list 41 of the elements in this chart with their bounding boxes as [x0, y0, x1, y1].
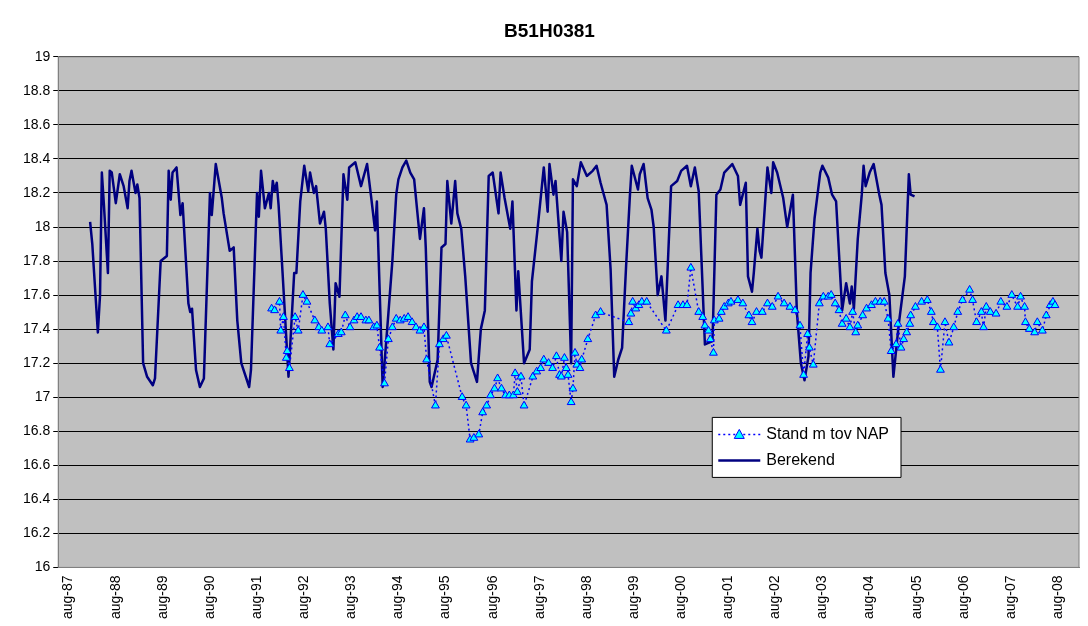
legend-label: Berekend: [766, 450, 835, 468]
chart-title: B51H0381: [504, 19, 596, 41]
x-tick-label: aug-03: [813, 575, 830, 619]
y-tick-label: 17.2: [23, 354, 51, 371]
x-tick-label: aug-04: [860, 575, 877, 619]
x-tick-label: aug-05: [907, 575, 924, 619]
y-tick-label: 19: [34, 47, 51, 64]
x-tick-label: aug-88: [106, 575, 123, 619]
y-tick-label: 16.8: [23, 422, 51, 439]
y-tick-label: 18.2: [23, 183, 51, 200]
y-tick-label: 17.4: [23, 319, 51, 336]
x-tick-label: aug-96: [483, 575, 500, 619]
x-tick-label: aug-90: [200, 575, 217, 619]
x-tick-label: aug-98: [577, 575, 594, 619]
x-tick-label: aug-07: [1001, 575, 1018, 619]
y-tick-label: 16.2: [23, 524, 51, 541]
y-tick-label: 16.6: [23, 456, 51, 473]
y-tick-label: 16: [34, 558, 51, 575]
y-tick-label: 18.4: [23, 149, 51, 166]
y-tick-label: 16.4: [23, 490, 51, 507]
y-tick-label: 17.6: [23, 285, 51, 302]
x-tick-label: aug-02: [766, 575, 783, 619]
x-tick-label: aug-01: [719, 575, 736, 619]
x-tick-label: aug-93: [342, 575, 359, 619]
x-tick-label: aug-89: [153, 575, 170, 619]
x-tick-label: aug-06: [954, 575, 971, 619]
x-tick-label: aug-91: [247, 575, 264, 619]
x-tick-label: aug-92: [295, 575, 312, 619]
y-tick-label: 18.8: [23, 81, 51, 98]
x-tick-label: aug-00: [672, 575, 689, 619]
x-tick-label: aug-99: [624, 575, 641, 619]
x-tick-label: aug-97: [530, 575, 547, 619]
x-tick-label: aug-87: [59, 575, 76, 619]
y-tick-label: 18.6: [23, 115, 51, 132]
y-tick-label: 17.8: [23, 251, 51, 268]
x-tick-label: aug-08: [1048, 575, 1065, 619]
legend-label: Stand m tov NAP: [766, 424, 889, 442]
x-tick-label: aug-94: [389, 575, 406, 619]
x-tick-label: aug-95: [436, 575, 453, 619]
y-tick-label: 17: [34, 388, 51, 405]
y-tick-label: 18: [34, 217, 51, 234]
